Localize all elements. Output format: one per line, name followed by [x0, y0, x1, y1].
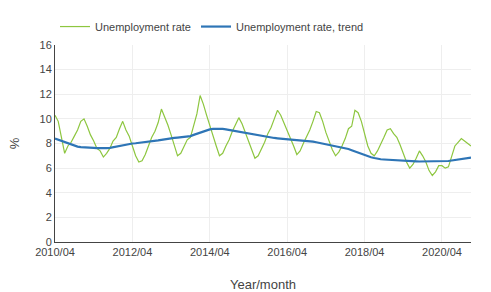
svg-text:Unemployment rate, trend: Unemployment rate, trend	[236, 21, 363, 33]
svg-text:Unemployment rate: Unemployment rate	[95, 21, 191, 33]
svg-text:2012/04: 2012/04	[113, 246, 153, 258]
svg-text:6: 6	[46, 162, 52, 174]
svg-text:14: 14	[40, 63, 52, 75]
svg-text:2014/04: 2014/04	[190, 246, 230, 258]
svg-text:10: 10	[40, 113, 52, 125]
svg-text:%: %	[7, 137, 22, 149]
svg-text:2: 2	[46, 211, 52, 223]
svg-text:2018/04: 2018/04	[345, 246, 385, 258]
svg-text:16: 16	[40, 39, 52, 51]
svg-text:12: 12	[40, 88, 52, 100]
svg-text:0: 0	[46, 236, 52, 248]
svg-text:2016/04: 2016/04	[267, 246, 307, 258]
svg-text:2020/04: 2020/04	[422, 246, 462, 258]
svg-text:Year/month: Year/month	[230, 277, 296, 292]
svg-text:4: 4	[46, 187, 52, 199]
svg-text:2010/04: 2010/04	[35, 246, 75, 258]
svg-text:8: 8	[46, 137, 52, 149]
